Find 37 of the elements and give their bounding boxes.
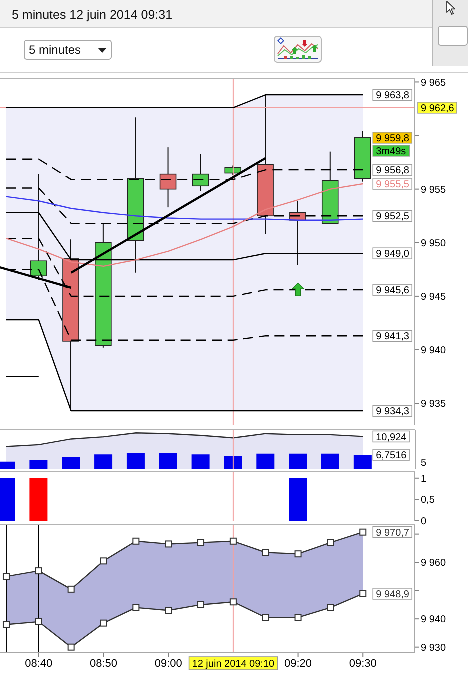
annotation: 3m49s: [376, 146, 406, 158]
text: 9 959,8: [376, 134, 410, 145]
x-tick-label: 09:20: [284, 658, 312, 670]
data-label: 9 945,6: [376, 286, 410, 297]
x-tick-label: 08:40: [25, 658, 53, 670]
data-label: 9 955,5: [376, 180, 410, 191]
y-tick-label: 9 930: [421, 642, 446, 654]
y-tick-label: 9 965: [421, 78, 446, 89]
ref-line-label: 9 962,6: [421, 104, 455, 115]
y-tick-label: 1: [421, 474, 427, 485]
data-label: 9 934,3: [376, 406, 410, 418]
y-tick-label: 9 935: [421, 399, 446, 410]
x-tick-label: 09:00: [154, 658, 182, 670]
data-label: 9 956,8: [376, 166, 410, 177]
y-tick-label: 9 940: [421, 614, 446, 626]
dropdown-field: 5 minutes: [24, 40, 112, 60]
y-tick-label: 0,5: [421, 495, 436, 506]
chart-title: 5 minutes 12 juin 2014 09:31: [12, 8, 173, 23]
ref-line-label: 12 juin 2014 09:10: [192, 659, 276, 670]
chart-subtitle: 5 minutes: [29, 43, 82, 58]
x-tick-label: 09:30: [349, 658, 377, 670]
text: 5: [421, 458, 427, 469]
annotation: 6,7516: [376, 450, 408, 462]
y-tick-label: 9 955: [421, 184, 446, 196]
y-tick-label: 0: [421, 516, 427, 528]
y-tick-label: 9 950: [421, 238, 446, 250]
x-tick-label: 08:50: [90, 658, 118, 670]
annotation: 10,924: [376, 432, 408, 444]
data-label: 9 952,5: [376, 212, 410, 223]
data-label: 9 963,8: [376, 90, 410, 102]
data-label: 9 949,0: [376, 249, 410, 260]
y-tick-label: 9 960: [421, 558, 446, 570]
data-label: 9 941,3: [376, 332, 410, 343]
data-label: 9 948,9: [376, 590, 410, 601]
y-tick-label: 9 945: [421, 292, 446, 304]
data-label: 9 970,7: [376, 528, 410, 539]
y-tick-label: 9 940: [421, 346, 446, 357]
